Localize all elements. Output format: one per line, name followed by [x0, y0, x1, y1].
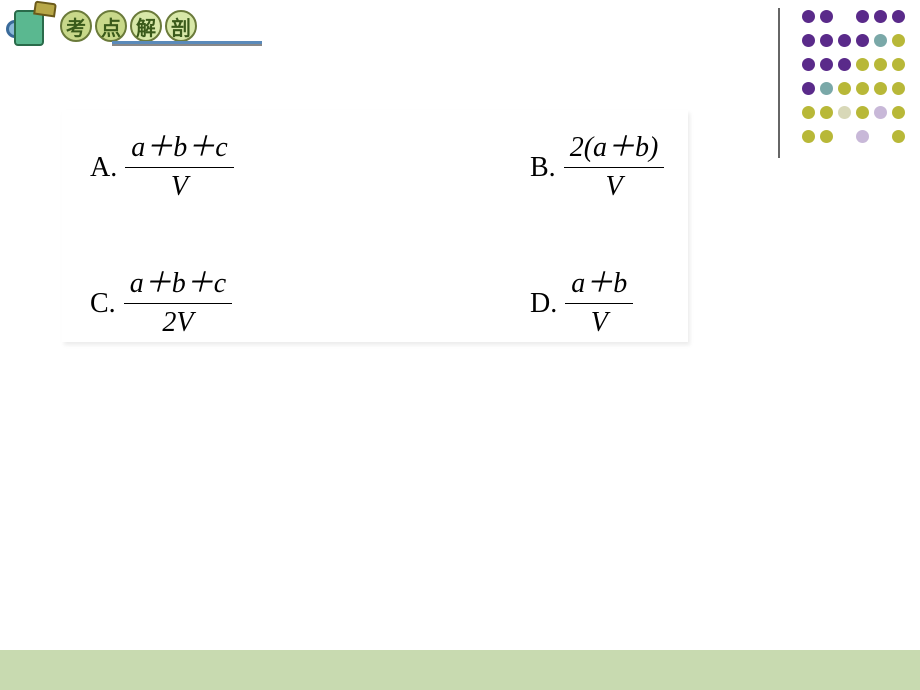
option-C: C. a＋b＋c 2V — [90, 266, 530, 342]
option-D-fraction: a＋b V — [565, 266, 633, 342]
option-row-2: C. a＋b＋c 2V D. a＋b V — [90, 266, 710, 342]
option-A-numerator: a＋b＋c — [125, 130, 233, 166]
decoration-dot — [802, 58, 815, 71]
decoration-dot — [838, 106, 851, 119]
option-B-numerator: 2(a＋b) — [564, 130, 665, 166]
decoration-dot — [820, 10, 833, 23]
decoration-dot — [892, 106, 905, 119]
option-A-fraction: a＋b＋c V — [125, 130, 233, 206]
decoration-dot — [874, 106, 887, 119]
decoration-dot — [892, 130, 905, 143]
decoration-dot — [838, 58, 851, 71]
option-D-numerator: a＋b — [565, 266, 633, 302]
decoration-dot — [838, 82, 851, 95]
decoration-dot — [874, 10, 887, 23]
option-D-label: D. — [530, 288, 557, 320]
fraction-line — [565, 303, 633, 304]
header-badge: 考 点 解 剖 — [6, 2, 201, 50]
option-D-denominator: V — [585, 305, 614, 341]
decoration-dot — [856, 82, 869, 95]
decoration-dot — [874, 82, 887, 95]
fraction-line — [124, 303, 232, 304]
option-A-label: A. — [90, 152, 117, 184]
option-row-1: A. a＋b＋c V B. 2(a＋b) V — [90, 130, 710, 206]
decoration-dot — [892, 34, 905, 47]
decoration-dot — [874, 34, 887, 47]
decoration-dot — [820, 130, 833, 143]
options-area: A. a＋b＋c V B. 2(a＋b) V C. a＋b＋c 2V — [90, 130, 710, 402]
option-A-denominator: V — [165, 169, 194, 205]
decoration-dot — [856, 106, 869, 119]
badge-3: 解 — [130, 10, 162, 42]
option-B-label: B. — [530, 152, 556, 184]
decoration-dot — [802, 106, 815, 119]
fraction-line — [564, 167, 665, 168]
decoration-dot — [820, 58, 833, 71]
option-D: D. a＋b V — [530, 266, 633, 342]
vertical-divider — [778, 8, 780, 158]
footer-bar — [0, 650, 920, 690]
badge-underline — [112, 41, 262, 46]
decoration-dot — [802, 82, 815, 95]
decoration-dot — [892, 10, 905, 23]
decoration-dot — [874, 58, 887, 71]
badge-1: 考 — [60, 10, 92, 42]
decoration-dot — [856, 130, 869, 143]
decoration-dot — [856, 34, 869, 47]
decoration-dot — [820, 34, 833, 47]
badge-row: 考 点 解 剖 — [56, 8, 201, 44]
option-C-label: C. — [90, 288, 116, 320]
badge-2: 点 — [95, 10, 127, 42]
option-C-fraction: a＋b＋c 2V — [124, 266, 232, 342]
badge-4: 剖 — [165, 10, 197, 42]
decoration-dot — [856, 58, 869, 71]
dot-grid-decoration — [802, 10, 908, 150]
mascot-icon — [6, 2, 54, 50]
option-B-denominator: V — [599, 169, 628, 205]
fraction-line — [125, 167, 233, 168]
decoration-dot — [802, 130, 815, 143]
option-C-numerator: a＋b＋c — [124, 266, 232, 302]
decoration-dot — [856, 10, 869, 23]
decoration-dot — [892, 82, 905, 95]
decoration-dot — [820, 106, 833, 119]
option-B: B. 2(a＋b) V — [530, 130, 664, 206]
decoration-dot — [802, 10, 815, 23]
option-A: A. a＋b＋c V — [90, 130, 530, 206]
decoration-dot — [892, 58, 905, 71]
decoration-dot — [838, 34, 851, 47]
decoration-dot — [820, 82, 833, 95]
decoration-dot — [802, 34, 815, 47]
option-B-fraction: 2(a＋b) V — [564, 130, 665, 206]
option-C-denominator: 2V — [156, 305, 199, 341]
